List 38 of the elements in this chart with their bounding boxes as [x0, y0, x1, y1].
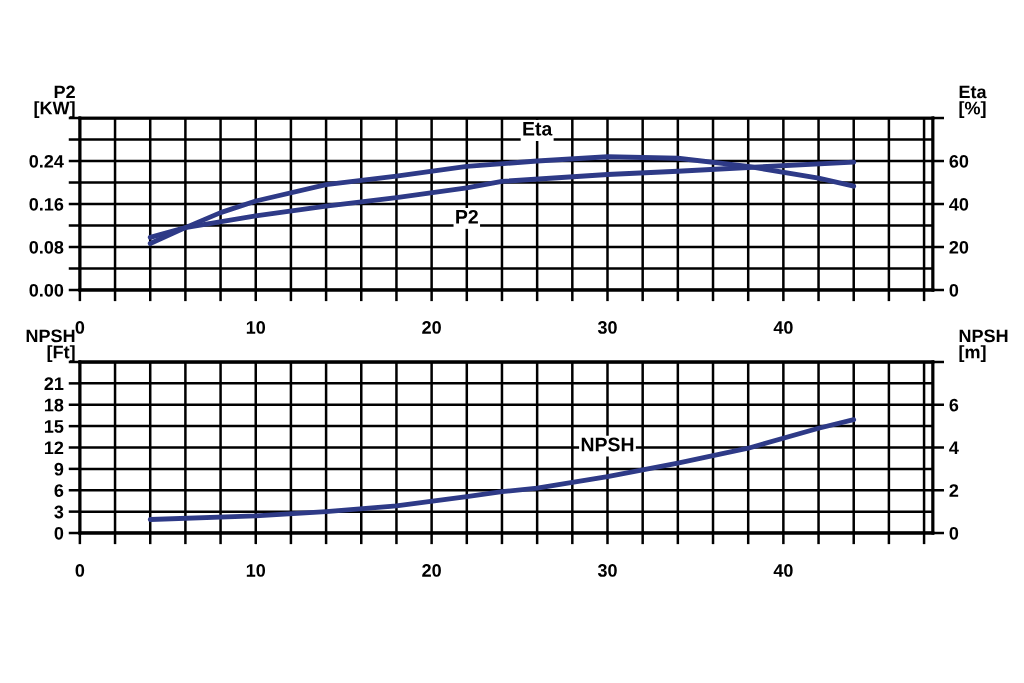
y-tick-label: 0.08 [29, 240, 64, 254]
x-tick-label: 40 [773, 564, 793, 577]
x-tick-label: 0 [75, 321, 85, 334]
series-label: Eta [523, 122, 553, 136]
y-tick-label: 21 [44, 377, 64, 390]
y2-tick-label: 2 [949, 484, 959, 497]
y2-tick-label: 4 [949, 441, 959, 455]
y-tick-label: 15 [44, 420, 64, 433]
x-tick-label: 20 [422, 564, 441, 577]
y2-axis-title: Eta [%] [959, 85, 987, 119]
y2-tick-label: 40 [949, 197, 969, 211]
series-label: NPSH [581, 437, 634, 452]
series-label: P2 [456, 209, 478, 224]
y2-tick-label: 0 [949, 526, 959, 540]
y-tick-label: 12 [44, 441, 64, 455]
y-tick-label: 18 [44, 398, 64, 412]
y-tick-label: 0 [54, 526, 64, 540]
y-tick-label: 3 [54, 505, 64, 519]
y-tick-label: 0.24 [29, 154, 64, 168]
y-tick-label: 0.00 [29, 283, 64, 297]
x-tick-label: 10 [246, 321, 266, 334]
y-axis-title: P2 [KW] [34, 85, 75, 119]
x-tick-label: 30 [597, 564, 617, 577]
y2-tick-label: 20 [949, 240, 969, 254]
x-tick-label: 40 [773, 321, 793, 334]
y-tick-label: 6 [54, 484, 64, 497]
y-axis-title: NPSH [Ft] [26, 329, 75, 362]
line-series [147, 417, 857, 522]
x-tick-label: 0 [75, 564, 85, 577]
y2-tick-label: 6 [949, 398, 959, 412]
x-tick-label: 20 [422, 321, 441, 334]
x-tick-label: 30 [597, 321, 617, 334]
y2-axis-title: NPSH [m] [959, 329, 1008, 362]
y-tick-label: 9 [54, 462, 64, 476]
x-tick-label: 10 [246, 564, 266, 577]
y2-tick-label: 60 [949, 154, 969, 168]
y2-tick-label: 0 [949, 283, 959, 297]
y-tick-label: 0.16 [29, 197, 64, 211]
